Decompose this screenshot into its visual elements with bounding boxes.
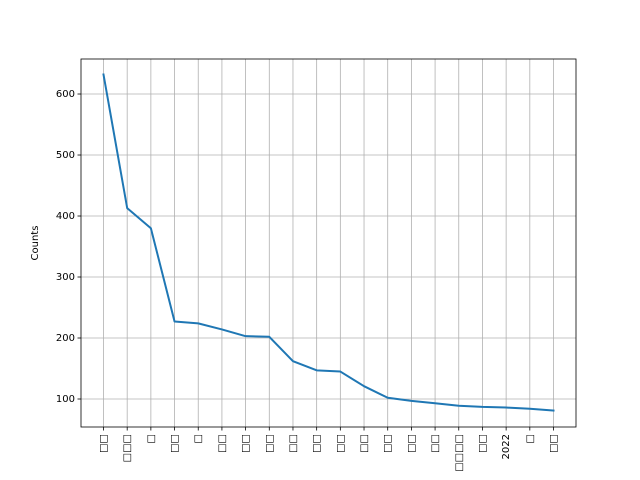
- x-tick-label: 2022: [501, 434, 512, 459]
- x-tick-label: □□: [217, 434, 228, 453]
- x-tick-label: □□: [359, 434, 370, 453]
- x-tick-label: □: [146, 434, 157, 443]
- x-tick-label: □□: [430, 434, 441, 453]
- x-tick-label: □□: [477, 434, 488, 453]
- x-tick-label: □□□□: [454, 434, 465, 472]
- x-tick-label: □□: [241, 434, 252, 453]
- axes-frame: [80, 58, 577, 428]
- line: [102, 73, 555, 412]
- x-tick-label: □: [525, 434, 536, 443]
- x-tick-label: □□: [549, 434, 560, 453]
- x-tick-label: □□: [335, 434, 346, 453]
- y-tick-label: 200: [56, 333, 75, 344]
- y-tick-label: 600: [56, 89, 75, 100]
- y-tick-label: 100: [56, 394, 75, 405]
- y-tick-label: 300: [56, 272, 75, 283]
- y-tick-label: 400: [56, 211, 75, 222]
- x-tick-label: □□□: [122, 434, 133, 462]
- x-tick-label: □□: [288, 434, 299, 453]
- x-tick-label: □□: [99, 434, 110, 453]
- x-tick-label: □: [193, 434, 204, 443]
- x-tick-label: □□: [170, 434, 181, 453]
- x-tick-label: □□: [312, 434, 323, 453]
- y-axis-label: Counts: [30, 226, 41, 261]
- plot-area: [81, 59, 576, 427]
- x-tick-label: □□: [406, 434, 417, 453]
- x-tick-label: □□: [383, 434, 394, 453]
- x-tick-label: □□: [264, 434, 275, 453]
- y-tick-label: 500: [56, 150, 75, 161]
